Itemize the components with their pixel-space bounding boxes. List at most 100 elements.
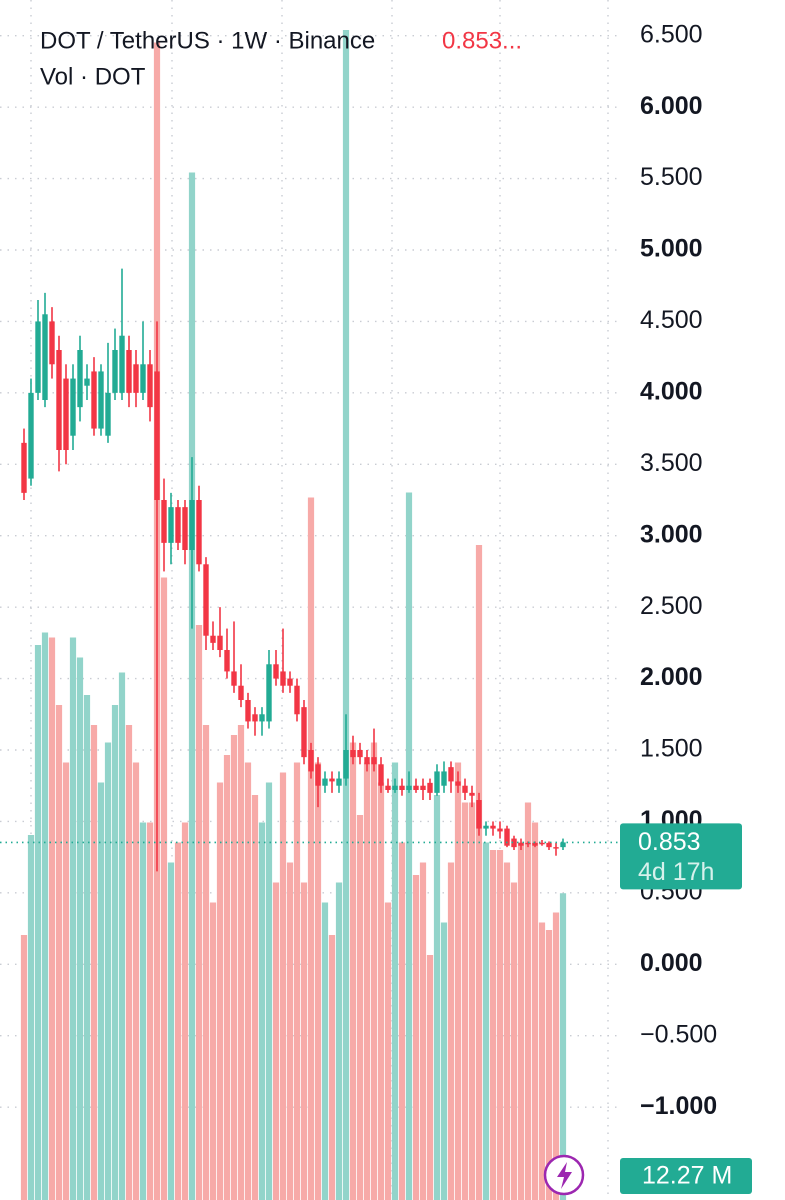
volume-bar	[188, 172, 196, 1200]
volume-bar	[20, 935, 28, 1200]
volume-bar	[461, 802, 469, 1200]
candle-body	[532, 842, 538, 846]
candle-body	[28, 392, 34, 479]
volume-bar	[83, 695, 91, 1200]
volume-bar	[34, 645, 42, 1200]
candle-body	[147, 364, 153, 408]
candle-body	[245, 700, 251, 722]
volume-bar	[41, 632, 49, 1200]
candle-body	[378, 764, 384, 786]
volume-bar	[468, 802, 476, 1200]
candle-body	[413, 785, 419, 790]
candle-body	[238, 685, 244, 700]
volume-bar	[342, 30, 350, 1200]
candle-body	[266, 664, 272, 722]
candle-body	[112, 350, 118, 393]
price-axis: 6.500 6.000 5.500 5.000 4.500 4.000 3.500 3.000…	[640, 20, 717, 1119]
candle-body	[287, 678, 293, 686]
volume-bar	[118, 672, 126, 1200]
y-tick-label: 5.000	[640, 235, 703, 263]
candle-body	[399, 785, 405, 790]
y-tick-label: 6.000	[640, 92, 703, 120]
volume-badge-value: 12.27 M	[642, 1162, 732, 1190]
candle-body	[203, 564, 209, 636]
volume-bar	[181, 822, 189, 1200]
candle-body	[448, 767, 454, 782]
volume-bar	[209, 902, 217, 1200]
countdown: 4d 17h	[638, 858, 714, 886]
candle-body	[49, 321, 55, 365]
volume-bar	[496, 850, 504, 1200]
volume-bar	[132, 762, 140, 1200]
y-tick-label: 1.500	[640, 735, 703, 763]
volume-bar	[531, 822, 539, 1200]
candle-body	[259, 714, 265, 722]
candle-body	[315, 764, 321, 786]
volume-bar	[216, 782, 224, 1200]
candle-body	[105, 392, 111, 436]
last-price: 0.853...	[442, 27, 522, 54]
candle-body	[35, 321, 41, 393]
volume-bar	[97, 782, 105, 1200]
candle-body	[497, 828, 503, 832]
candle-body	[392, 785, 398, 790]
candle-body	[161, 500, 167, 543]
volume-bar	[27, 835, 35, 1200]
volume-bar	[349, 742, 357, 1200]
volume-bar	[447, 862, 455, 1200]
candle-body	[427, 782, 433, 793]
volume-bar	[545, 930, 553, 1200]
candle-body	[21, 442, 27, 493]
y-tick-label: 3.500	[640, 449, 703, 477]
volume-bar	[300, 882, 308, 1200]
candle-body	[168, 507, 174, 543]
volume-bar	[90, 725, 98, 1200]
y-tick-label: −1.000	[640, 1092, 717, 1120]
candle-body	[406, 785, 412, 790]
candle-body	[490, 825, 496, 829]
candle-body	[357, 750, 363, 758]
candle-body	[175, 507, 181, 543]
candle-body	[224, 650, 230, 672]
candle-body	[504, 828, 510, 846]
candle-body	[154, 371, 160, 500]
volume-bar	[335, 882, 343, 1200]
volume-bar	[363, 762, 371, 1200]
volume-bar	[202, 725, 210, 1200]
candle-body	[385, 785, 391, 790]
volume-bar	[286, 862, 294, 1200]
volume-bar	[279, 772, 287, 1200]
candle-body	[231, 671, 237, 686]
volume-bar	[293, 762, 301, 1200]
volume-bar	[510, 882, 518, 1200]
candle-body	[63, 378, 69, 450]
lightning-icon	[557, 1162, 572, 1189]
volume-bar	[55, 705, 63, 1200]
candle-body	[56, 350, 62, 450]
y-tick-label: 3.000	[640, 520, 703, 548]
candle-body	[210, 635, 216, 643]
candle-body	[91, 371, 97, 429]
candle-body	[441, 771, 447, 786]
candle-body	[140, 364, 146, 393]
volume-bar	[384, 902, 392, 1200]
volume-bar	[475, 545, 483, 1200]
volume-bar	[265, 782, 273, 1200]
y-tick-label: −0.500	[640, 1020, 717, 1048]
volume-bar	[62, 762, 70, 1200]
candle-body	[511, 838, 517, 848]
y-tick-label: 0.000	[640, 949, 703, 977]
candle-body	[217, 635, 223, 650]
candle-body	[119, 335, 125, 393]
candle-body	[329, 778, 335, 782]
candle-body	[273, 664, 279, 679]
candle-body	[308, 750, 314, 772]
candle-body	[336, 778, 342, 786]
volume-bar	[328, 935, 336, 1200]
candle-body	[546, 842, 552, 848]
volume-bar	[440, 922, 448, 1200]
candle-body	[98, 371, 104, 429]
candle-body	[301, 707, 307, 758]
candle-body	[343, 750, 349, 779]
candle-body	[518, 842, 524, 846]
